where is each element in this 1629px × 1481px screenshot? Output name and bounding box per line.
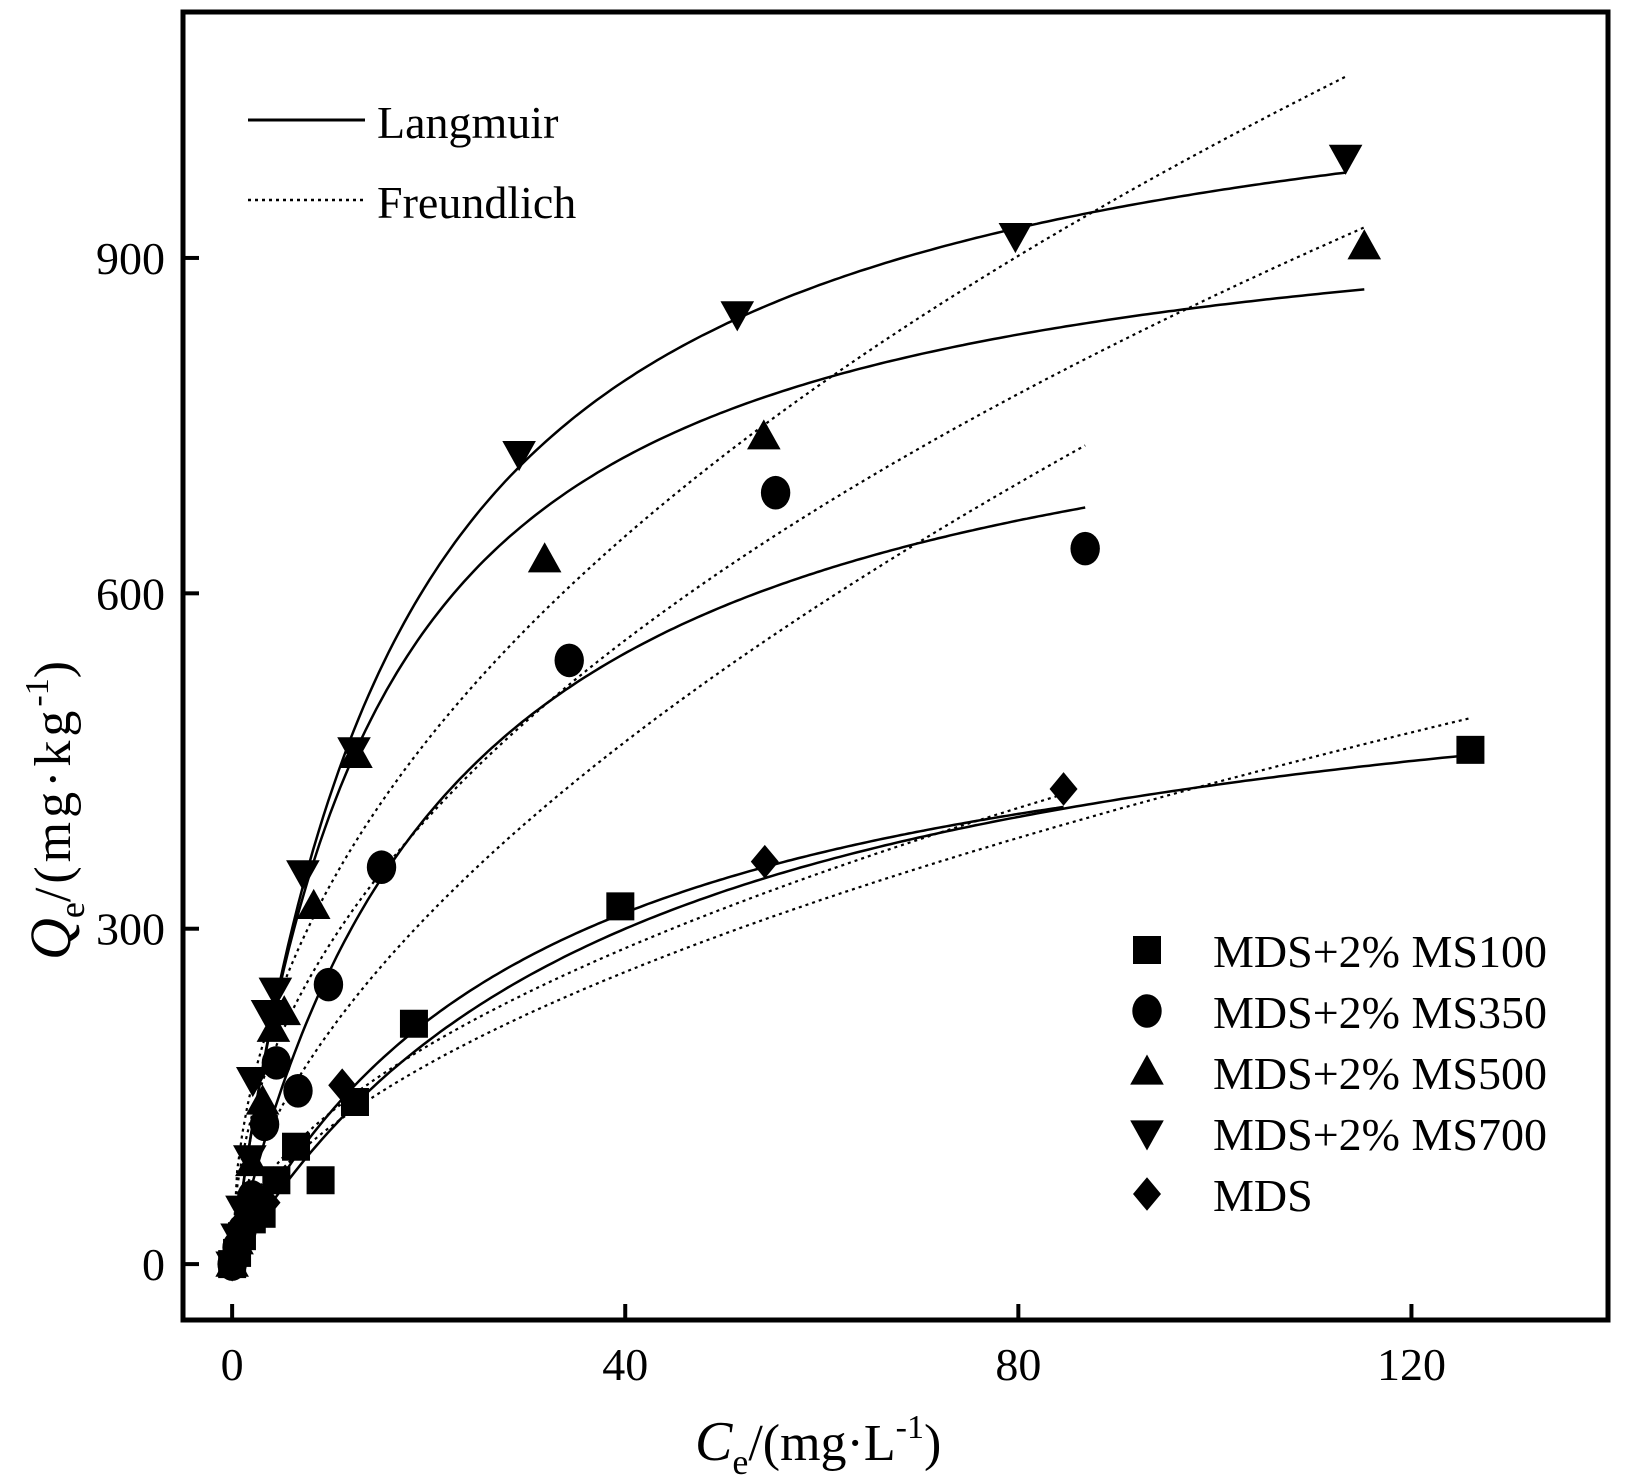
point-circle-8 — [366, 850, 397, 885]
freundlich-fit-0 — [231, 717, 1471, 1265]
x-tick-label-1: 40 — [602, 1339, 648, 1390]
point-triangle-up-6 — [267, 995, 302, 1026]
freundlich-fit-4 — [231, 793, 1064, 1265]
point-triangle-down-8 — [337, 737, 371, 768]
x-tick-label-0: 0 — [221, 1339, 244, 1390]
legend-label-0: MDS+2% MS100 — [1213, 926, 1547, 977]
legend-label-3: MDS+2% MS700 — [1213, 1109, 1547, 1160]
point-circle-6 — [283, 1074, 313, 1108]
point-triangle-down-9 — [502, 440, 536, 472]
point-diamond-7 — [1049, 772, 1078, 806]
langmuir-fit-2 — [230, 288, 1365, 1265]
y-axis-title-main: Q — [18, 918, 83, 960]
y-axis-title-sub: e — [52, 902, 92, 918]
legend-marker-triangle-up — [1130, 1054, 1164, 1085]
x-axis-title-main: C — [695, 1411, 733, 1473]
x-ticks: 0 40 80 120 — [221, 1304, 1446, 1390]
freundlich-fit-1 — [231, 444, 1086, 1265]
legend-marker-triangle-down — [1130, 1120, 1164, 1151]
freundlich-fit-3 — [231, 75, 1347, 1265]
point-square-7 — [306, 1166, 335, 1195]
x-axis-title-sub: e — [732, 1442, 748, 1481]
point-triangle-down-3 — [233, 1145, 267, 1176]
point-diamond-4 — [252, 1185, 281, 1220]
y-tick-label-3: 900 — [96, 233, 165, 284]
legend-marker-square — [1133, 936, 1161, 964]
y-tick-label-2: 600 — [96, 568, 165, 619]
plot-frame — [180, 9, 1611, 1323]
langmuir-fit-1 — [230, 506, 1086, 1265]
point-triangle-down-4 — [235, 1067, 270, 1098]
point-triangle-down-10 — [720, 301, 755, 332]
point-triangle-up-4 — [245, 1084, 280, 1115]
point-triangle-up-5 — [256, 1011, 291, 1042]
point-diamond-6 — [750, 844, 779, 879]
point-diamond-5 — [328, 1068, 357, 1103]
x-tick-label-3: 120 — [1377, 1339, 1446, 1390]
point-circle-9 — [554, 643, 584, 678]
langmuir-fit-4 — [230, 805, 1064, 1265]
series-legend: MDS+2% MS100 MDS+2% MS350 MDS+2% MS500 MDS+… — [1130, 926, 1547, 1221]
langmuir-fit-3 — [230, 171, 1346, 1265]
point-diamond-2 — [227, 1213, 256, 1248]
point-triangle-down-7 — [286, 860, 320, 891]
point-triangle-up-7 — [296, 888, 331, 919]
langmuir-fit-0 — [231, 753, 1471, 1265]
y-tick-label-0: 0 — [142, 1239, 165, 1290]
point-triangle-down-6 — [258, 977, 293, 1008]
x-tick-label-2: 80 — [995, 1339, 1041, 1390]
y-tick-label-1: 300 — [96, 904, 165, 955]
x-axis-title-rest: /(mg·L — [748, 1415, 895, 1472]
y-axis-title: Qe/(mg·kg-1) — [18, 661, 92, 960]
model-legend: Langmuir Freundlich — [248, 97, 576, 228]
point-square-9 — [399, 1009, 428, 1038]
fit-curves — [230, 75, 1471, 1265]
point-triangle-up-9 — [527, 542, 562, 573]
point-triangle-up-10 — [747, 419, 781, 450]
x-axis-title-end: ) — [924, 1415, 941, 1472]
y-ticks: 0 300 600 900 — [96, 233, 199, 1290]
legend-marker-circle — [1132, 994, 1162, 1028]
y-axis-title-sup: -1 — [19, 678, 56, 706]
point-circle-4 — [249, 1107, 280, 1142]
point-square-6 — [282, 1132, 311, 1161]
point-circle-11 — [1070, 531, 1100, 566]
x-axis-title: Ce/(mg·L-1) — [695, 1409, 941, 1481]
point-circle-10 — [760, 475, 791, 510]
point-square-10 — [606, 892, 635, 921]
point-triangle-down-5 — [250, 999, 285, 1031]
legend-label-1: MDS+2% MS350 — [1213, 987, 1547, 1038]
point-circle-5 — [261, 1046, 292, 1080]
legend-label-2: MDS+2% MS500 — [1213, 1048, 1547, 1099]
y-axis-title-rest: /(mg·kg — [25, 707, 82, 903]
point-triangle-up-11 — [1347, 229, 1382, 260]
legend-langmuir-label: Langmuir — [377, 97, 558, 148]
point-triangle-down-12 — [1328, 144, 1363, 175]
data-points — [215, 144, 1485, 1282]
legend-label-4: MDS — [1213, 1170, 1313, 1221]
x-axis-title-sup: -1 — [896, 1409, 924, 1446]
legend-marker-diamond — [1133, 1177, 1161, 1211]
point-square-11 — [1456, 735, 1485, 764]
point-circle-7 — [313, 967, 344, 1002]
freundlich-fit-2 — [231, 226, 1365, 1265]
y-axis-title-end: ) — [25, 661, 82, 678]
point-triangle-down-11 — [998, 222, 1033, 254]
legend-freundlich-label: Freundlich — [377, 177, 576, 228]
